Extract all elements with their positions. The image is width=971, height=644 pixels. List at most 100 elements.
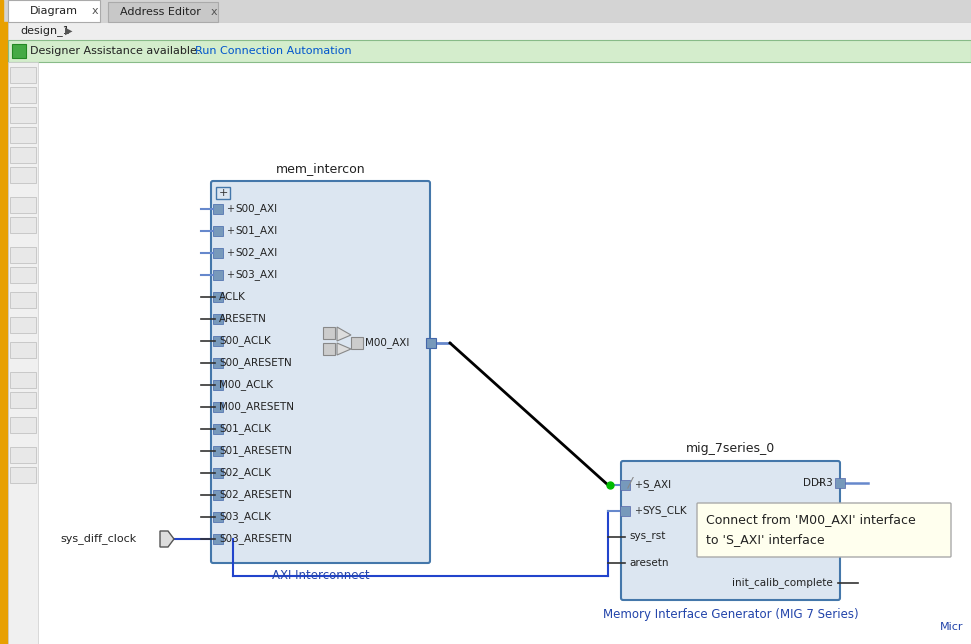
Polygon shape — [337, 343, 351, 355]
Bar — [8, 62, 38, 644]
Bar — [10, 447, 36, 463]
Bar — [213, 446, 223, 456]
Bar — [213, 204, 223, 214]
Text: M00_ARESETN: M00_ARESETN — [219, 402, 294, 412]
Bar — [0, 0, 971, 22]
Text: S03_AXI: S03_AXI — [235, 270, 278, 280]
Bar — [10, 197, 36, 213]
Text: S01_ACLK: S01_ACLK — [219, 424, 271, 435]
Text: DDR3: DDR3 — [803, 478, 833, 488]
Text: +: + — [634, 480, 642, 490]
Bar — [108, 2, 218, 22]
Text: Run Connection Automation: Run Connection Automation — [195, 46, 352, 56]
Bar — [323, 327, 335, 339]
Text: Diagram: Diagram — [30, 6, 78, 16]
Text: SYS_CLK: SYS_CLK — [642, 506, 686, 516]
Bar — [10, 107, 36, 123]
Bar — [213, 336, 223, 346]
Text: +: + — [226, 270, 234, 280]
Bar — [10, 372, 36, 388]
Text: to 'S_AXI' interface: to 'S_AXI' interface — [706, 533, 824, 547]
Polygon shape — [337, 327, 351, 341]
Text: ACLK: ACLK — [219, 292, 246, 302]
Bar — [426, 338, 436, 348]
Bar — [213, 512, 223, 522]
Text: sys_rst: sys_rst — [629, 532, 665, 542]
Bar — [213, 380, 223, 390]
Bar — [216, 187, 230, 199]
Text: +: + — [634, 506, 642, 516]
Bar — [10, 392, 36, 408]
Bar — [10, 267, 36, 283]
Bar — [10, 167, 36, 183]
Text: S01_AXI: S01_AXI — [235, 225, 278, 236]
Bar — [213, 314, 223, 324]
Text: +: + — [226, 248, 234, 258]
Text: S02_AXI: S02_AXI — [235, 247, 278, 258]
Bar — [10, 342, 36, 358]
Polygon shape — [160, 531, 174, 547]
FancyBboxPatch shape — [621, 461, 840, 600]
Text: x: x — [91, 6, 98, 16]
Text: S01_ARESETN: S01_ARESETN — [219, 446, 292, 457]
Text: Connect from 'M00_AXI' interface: Connect from 'M00_AXI' interface — [706, 513, 916, 527]
Text: init_calib_complete: init_calib_complete — [732, 578, 833, 589]
Bar — [835, 478, 845, 488]
Text: M00_AXI: M00_AXI — [365, 337, 410, 348]
FancyBboxPatch shape — [211, 181, 430, 563]
FancyBboxPatch shape — [697, 503, 951, 557]
Bar — [0, 0, 3, 22]
Text: +: + — [226, 226, 234, 236]
Bar — [213, 424, 223, 434]
Text: S03_ACLK: S03_ACLK — [219, 511, 271, 522]
Bar — [10, 467, 36, 483]
Text: +: + — [218, 188, 227, 198]
Bar — [351, 337, 363, 349]
Text: aresetn: aresetn — [629, 558, 668, 568]
Bar — [10, 317, 36, 333]
Bar — [8, 0, 100, 22]
Bar — [213, 490, 223, 500]
Bar — [10, 67, 36, 83]
Bar — [213, 270, 223, 280]
Bar — [213, 534, 223, 544]
Text: +: + — [226, 204, 234, 214]
Bar — [0, 22, 8, 644]
Text: Designer Assistance available.: Designer Assistance available. — [30, 46, 200, 56]
Bar — [10, 127, 36, 143]
Bar — [620, 506, 630, 516]
Bar — [10, 87, 36, 103]
Bar — [213, 226, 223, 236]
Bar — [8, 22, 971, 40]
Bar — [10, 417, 36, 433]
Bar — [8, 40, 971, 62]
Text: M00_ACLK: M00_ACLK — [219, 379, 273, 390]
Text: AXI Interconnect: AXI Interconnect — [272, 569, 369, 582]
Bar — [10, 292, 36, 308]
Text: Address Editor: Address Editor — [120, 7, 201, 17]
Bar — [10, 217, 36, 233]
Text: sys_diff_clock: sys_diff_clock — [60, 533, 136, 544]
Text: S_AXI: S_AXI — [642, 480, 671, 491]
Text: ui_clk_sync_rst: ui_clk_sync_rst — [754, 506, 833, 516]
Text: ▶: ▶ — [65, 26, 73, 36]
Bar — [213, 358, 223, 368]
Text: ARESETN: ARESETN — [219, 314, 267, 324]
Text: design_1: design_1 — [20, 26, 70, 37]
Bar — [12, 44, 26, 58]
Text: /: / — [627, 475, 631, 489]
Bar — [10, 247, 36, 263]
Bar — [213, 468, 223, 478]
Text: Memory Interface Generator (MIG 7 Series): Memory Interface Generator (MIG 7 Series… — [603, 608, 858, 621]
Text: mem_intercon: mem_intercon — [276, 162, 365, 175]
Text: S03_ARESETN: S03_ARESETN — [219, 533, 292, 544]
Bar — [213, 292, 223, 302]
Text: +: + — [816, 478, 824, 488]
Text: S02_ARESETN: S02_ARESETN — [219, 489, 292, 500]
Text: S00_AXI: S00_AXI — [235, 204, 277, 214]
Text: mig_7series_0: mig_7series_0 — [686, 442, 775, 455]
Bar — [213, 248, 223, 258]
Text: Micr: Micr — [940, 622, 963, 632]
Text: x: x — [211, 7, 218, 17]
Text: S00_ARESETN: S00_ARESETN — [219, 357, 291, 368]
